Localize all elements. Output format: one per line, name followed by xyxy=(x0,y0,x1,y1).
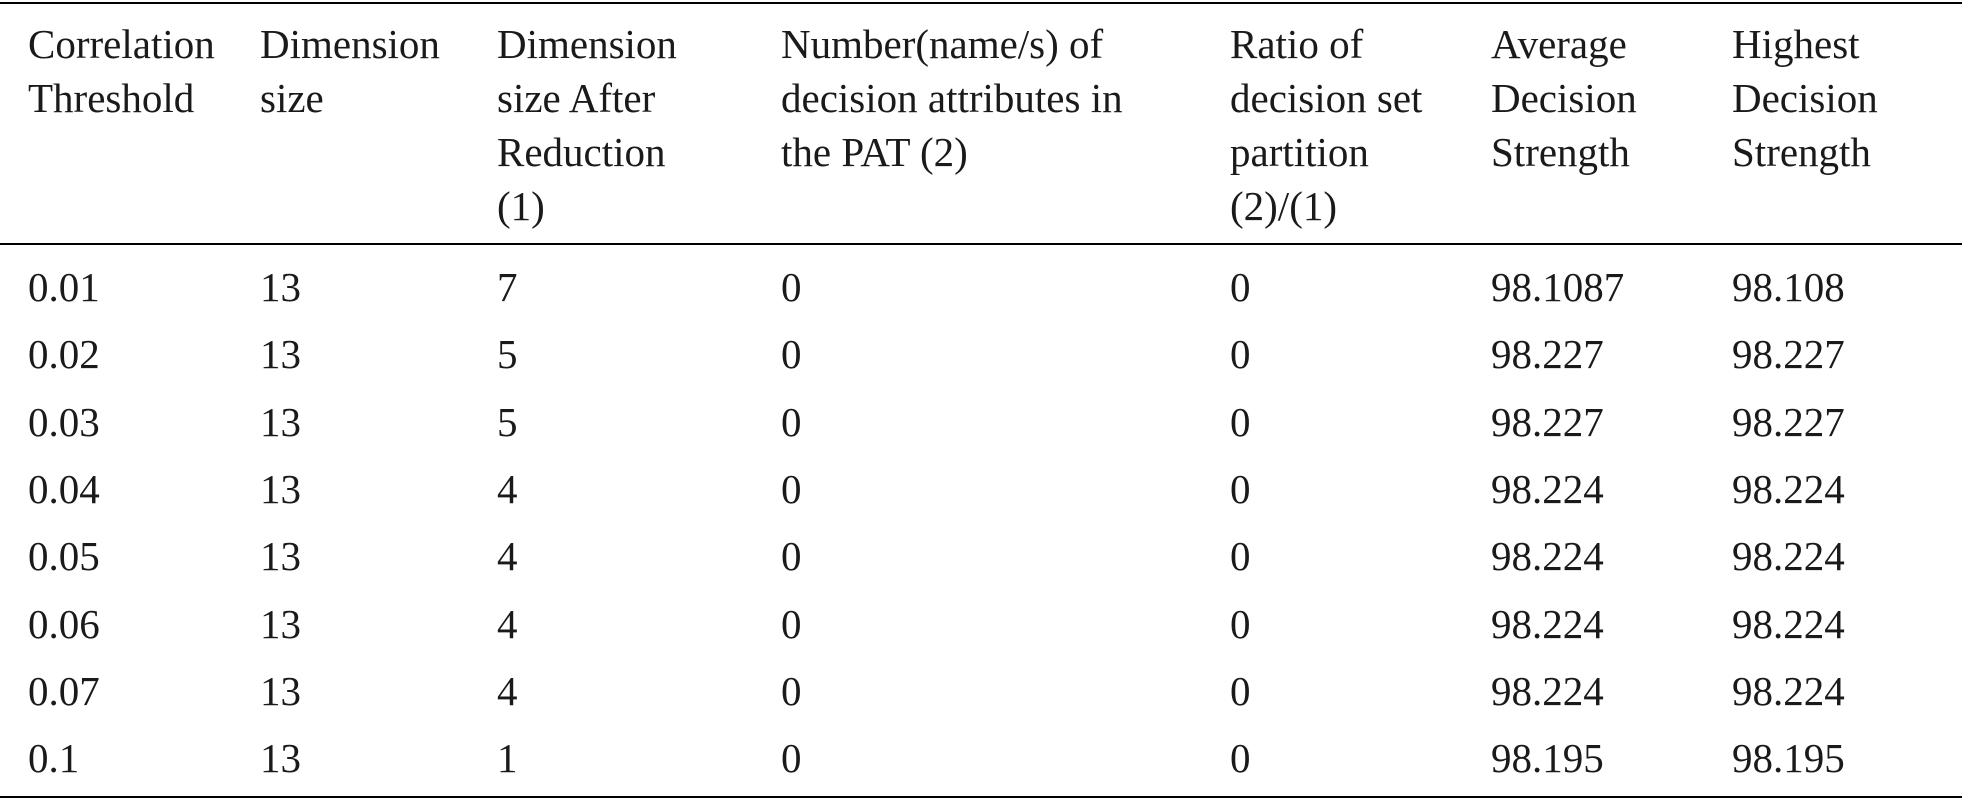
header-cell: Dimension xyxy=(260,21,440,67)
table-cell: 13 xyxy=(260,735,301,782)
header-cell: Reduction xyxy=(497,129,666,175)
table-cell: 13 xyxy=(260,667,301,714)
header-cell: Correlation xyxy=(28,21,215,67)
table-cell: 0 xyxy=(1230,600,1251,647)
table-cell: 0 xyxy=(1230,667,1251,714)
header-cell: (1) xyxy=(497,183,545,229)
table-cell: 0.06 xyxy=(28,600,100,647)
table-cell: 0 xyxy=(781,600,802,647)
header-cell: (2)/(1) xyxy=(1230,183,1338,229)
table-cell: 0 xyxy=(1230,735,1251,782)
table-cell: 0 xyxy=(781,667,802,714)
header-cell: Strength xyxy=(1732,129,1871,175)
table-cell: 0.01 xyxy=(28,264,100,310)
table-cell: 1 xyxy=(497,735,518,782)
table-cell: 0.03 xyxy=(28,398,100,445)
table-cell: 13 xyxy=(260,398,301,445)
header-cell: Dimension xyxy=(497,21,677,67)
table-cell: 98.224 xyxy=(1491,667,1604,714)
table-cell: 98.224 xyxy=(1732,600,1845,647)
table-cell: 13 xyxy=(260,533,301,580)
table-cell: 0 xyxy=(1230,264,1251,310)
table-cell: 0.05 xyxy=(28,533,100,580)
header-cell: decision set xyxy=(1230,75,1423,121)
table-cell: 98.224 xyxy=(1491,465,1604,512)
table-cell: 0 xyxy=(781,264,802,310)
header-rule xyxy=(0,243,1962,245)
table-cell: 4 xyxy=(497,533,518,580)
table-cell: 98.195 xyxy=(1732,735,1845,782)
table-cell: 13 xyxy=(260,465,301,512)
header-cell: Strength xyxy=(1491,129,1630,175)
table-cell: 0 xyxy=(781,735,802,782)
table-cell: 98.224 xyxy=(1491,600,1604,647)
table-cell: 98.1087 xyxy=(1491,264,1625,310)
table-cell: 98.108 xyxy=(1732,264,1845,310)
header-cell: size xyxy=(260,75,324,121)
table-cell: 98.227 xyxy=(1491,398,1604,445)
table-cell: 0 xyxy=(1230,331,1251,378)
table-cell: 0 xyxy=(1230,465,1251,512)
table-cell: 4 xyxy=(497,600,518,647)
table-cell: 13 xyxy=(260,600,301,647)
table-cell: 98.224 xyxy=(1491,533,1604,580)
table-cell: 0 xyxy=(781,398,802,445)
table-cell: 98.224 xyxy=(1732,533,1845,580)
table-cell: 5 xyxy=(497,331,518,378)
table-cell: 98.227 xyxy=(1732,398,1845,445)
header-cell: Ratio of xyxy=(1230,21,1364,67)
header-cell: Number(name/s) of xyxy=(781,21,1104,67)
table-cell: 4 xyxy=(497,465,518,512)
table-cell: 4 xyxy=(497,667,518,714)
top-rule xyxy=(0,2,1962,4)
table-cell: 7 xyxy=(497,264,518,310)
header-cell: Threshold xyxy=(28,75,195,121)
table-cell: 13 xyxy=(260,264,301,310)
table-cell: 0 xyxy=(1230,533,1251,580)
table-cell: 98.227 xyxy=(1732,331,1845,378)
table-cell: 0 xyxy=(781,331,802,378)
header-cell: Decision xyxy=(1491,75,1637,121)
table-cell: 0 xyxy=(781,465,802,512)
table-cell: 0.1 xyxy=(28,735,80,782)
table-cell: 98.195 xyxy=(1491,735,1604,782)
header-cell: decision attributes in xyxy=(781,75,1123,121)
table-cell: 0.02 xyxy=(28,331,100,378)
table-cell: 98.224 xyxy=(1732,667,1845,714)
table-cell: 0 xyxy=(1230,398,1251,445)
table-cell: 5 xyxy=(497,398,518,445)
header-cell: Average xyxy=(1491,21,1627,67)
header-cell: size After xyxy=(497,75,656,121)
table-cell: 13 xyxy=(260,331,301,378)
table-cell: 98.227 xyxy=(1491,331,1604,378)
table-cell: 0.04 xyxy=(28,465,100,512)
table-cell: 0 xyxy=(781,533,802,580)
header-cell: Decision xyxy=(1732,75,1878,121)
header-cell: Highest xyxy=(1732,21,1860,67)
header-cell: the PAT (2) xyxy=(781,129,968,175)
table-cell: 98.224 xyxy=(1732,465,1845,512)
bottom-rule xyxy=(0,796,1962,798)
table-cell: 0.07 xyxy=(28,667,100,714)
header-cell: partition xyxy=(1230,129,1369,175)
